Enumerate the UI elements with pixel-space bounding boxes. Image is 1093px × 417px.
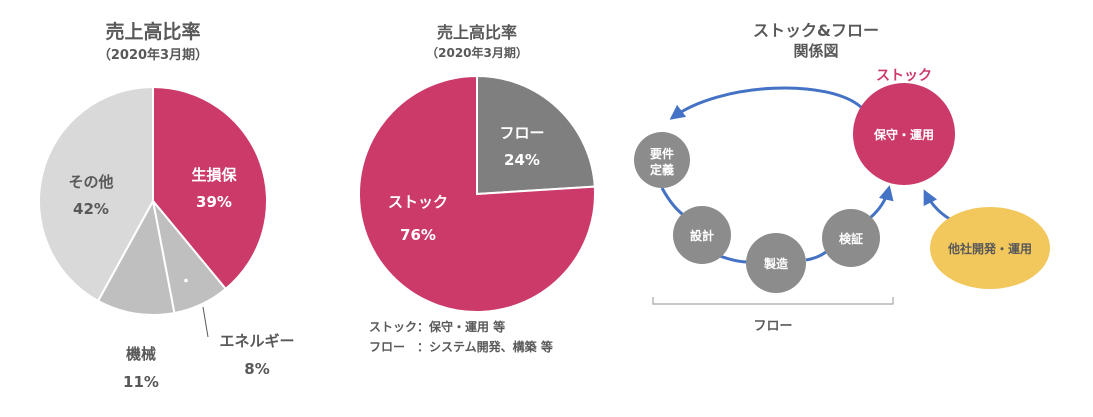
chart1-slice-value-energy: 8% xyxy=(244,360,269,378)
flow-label: フロー xyxy=(753,319,792,334)
chart2-subtitle: （2020年3月期） xyxy=(426,45,528,60)
chart1-slice-label-insurance: 生損保 xyxy=(191,166,237,184)
diagram-title-line2: 関係図 xyxy=(793,42,838,60)
node-external-label: 他社開発・運用 xyxy=(947,241,1032,256)
chart1-slice-machinery xyxy=(96,198,176,316)
chart1-slice-label-energy: エネルギー xyxy=(219,332,294,350)
flow-bracket xyxy=(652,297,894,305)
node-verification xyxy=(822,209,880,267)
diagram-stock-label: ストック xyxy=(876,68,932,84)
diagram-title-line1: ストック&フロー xyxy=(753,21,879,40)
arrow-verification-to-stock xyxy=(869,185,894,220)
node-requirements xyxy=(634,132,690,188)
node-design xyxy=(673,206,731,264)
node-stock-maintenance-label: 保守・運用 xyxy=(873,127,934,142)
chart2-pie xyxy=(358,74,596,313)
chart1-slice-other xyxy=(38,85,154,303)
chart1-slice-value-other: 42% xyxy=(73,200,109,218)
chart2-slice-value-stock: 76% xyxy=(400,226,436,244)
node-requirements-label-2: 定義 xyxy=(650,162,674,177)
chart2-slice-label-flow: フロー xyxy=(499,124,544,142)
chart2-slice-label-stock: ストック xyxy=(388,193,448,211)
chart2-slice-flow xyxy=(476,74,596,196)
arrow-manufacturing-to-verification xyxy=(805,250,827,262)
arrow-stock-to-requirements xyxy=(669,86,864,120)
node-manufacturing-label: 製造 xyxy=(763,256,789,271)
node-requirements-label-1: 要件 xyxy=(650,146,674,161)
chart1-slice-insurance xyxy=(152,85,268,291)
node-design-label: 設計 xyxy=(690,228,714,243)
chart2-note-flow: フロー ：システム開発、構築 等 xyxy=(369,339,553,354)
chart1-subtitle: （2020年3月期） xyxy=(98,47,208,63)
node-verification-label: 検証 xyxy=(839,231,863,246)
chart1-slice-value-insurance: 39% xyxy=(196,193,232,211)
node-external xyxy=(930,207,1050,289)
chart1-pie xyxy=(38,85,268,316)
chart1-energy-marker: ・ xyxy=(179,274,193,290)
node-manufacturing xyxy=(746,233,806,293)
chart2-slice-stock xyxy=(358,74,596,313)
chart1-slice-value-machinery: 11% xyxy=(123,373,159,391)
chart1-energy-leader-line xyxy=(202,306,209,338)
chart1-slice-label-machinery: 機械 xyxy=(126,345,156,363)
chart1-title: 売上高比率 xyxy=(105,20,200,43)
chart2-slice-value-flow: 24% xyxy=(504,151,540,169)
chart1-slice-label-other: その他 xyxy=(68,173,113,191)
node-stock-maintenance xyxy=(853,83,955,185)
chart2-note-stock: ストック：保守・運用 等 xyxy=(369,319,505,334)
chart2-title: 売上高比率 xyxy=(437,23,517,42)
